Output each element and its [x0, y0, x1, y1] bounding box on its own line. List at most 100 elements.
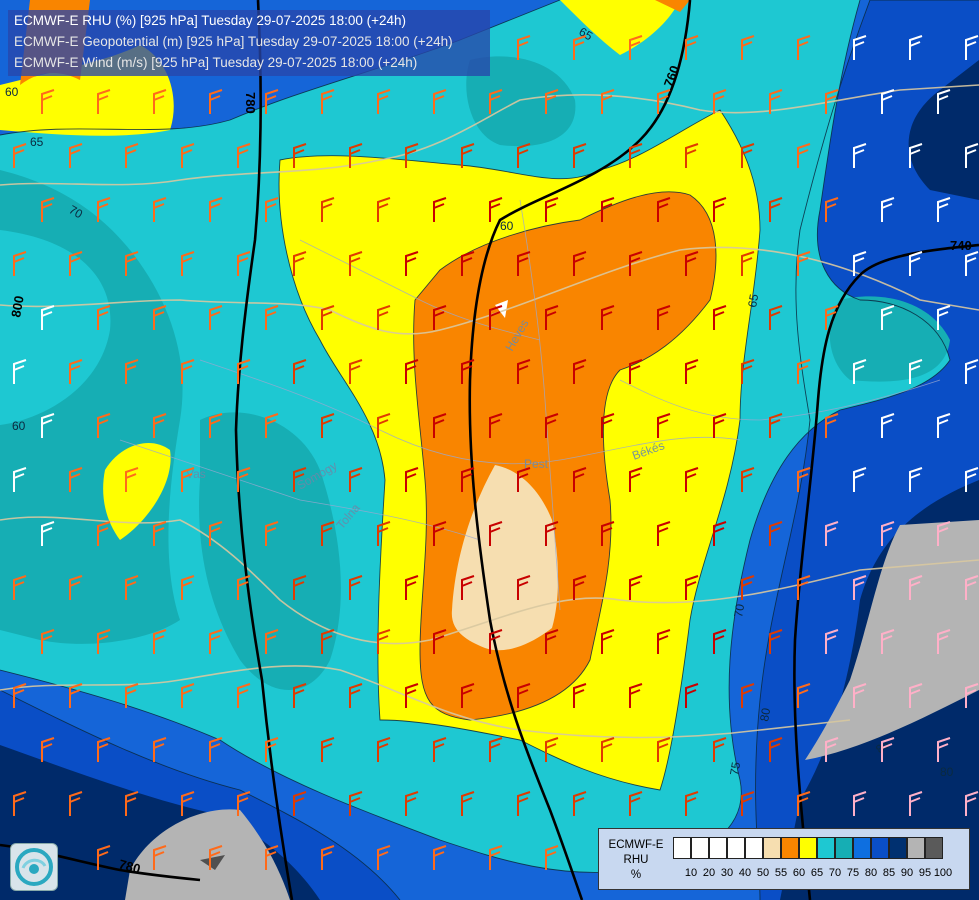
- wind-barb: [657, 197, 671, 222]
- legend-tick-label: 60: [792, 867, 806, 879]
- rh-legend: ECMWF-E RHU % 10 20 30 40 50 55 60 65 70 75 80 85 90…: [598, 828, 970, 890]
- wind-barb: [685, 251, 699, 276]
- wind-barb: [433, 521, 447, 546]
- wind-barb: [629, 575, 643, 600]
- wind-barb: [153, 197, 167, 222]
- legend-swatch: [889, 837, 907, 859]
- wind-barb: [573, 791, 587, 816]
- wind-barb: [545, 737, 559, 762]
- geo-label-760: 760: [661, 64, 683, 90]
- geo-label-740: 740: [950, 238, 972, 253]
- rh-label-65-top: 65: [577, 24, 596, 43]
- ecmwf-logo: [10, 843, 58, 891]
- wind-barb: [265, 521, 279, 546]
- wind-barb: [349, 251, 363, 276]
- wind-barb: [713, 521, 727, 546]
- wind-barb: [881, 197, 895, 222]
- wind-barb: [97, 89, 111, 114]
- wind-barb: [265, 305, 279, 330]
- legend-tick-label: 55: [774, 867, 788, 879]
- wind-barb: [769, 197, 783, 222]
- wind-barb: [97, 845, 111, 870]
- wind-barb: [797, 683, 811, 708]
- wind-barb: [797, 251, 811, 276]
- wind-barb: [237, 359, 251, 384]
- wind-barb: [181, 575, 195, 600]
- wind-barbs: [13, 35, 979, 870]
- wind-barb: [489, 737, 503, 762]
- title-wind: ECMWF-E Wind (m/s) [925 hPa] Tuesday 29-…: [14, 55, 418, 70]
- wind-barb: [657, 413, 671, 438]
- wind-barb: [713, 89, 727, 114]
- legend-swatch: [763, 837, 781, 859]
- wind-barb: [461, 143, 475, 168]
- wind-barb: [125, 143, 139, 168]
- wind-barb: [517, 143, 531, 168]
- wind-barb: [853, 791, 867, 816]
- wind-barb: [209, 89, 223, 114]
- wind-barb: [125, 575, 139, 600]
- title-panel: ECMWF-E RHU (%) [925 hPa] Tuesday 29-07-…: [8, 10, 490, 76]
- wind-barb: [797, 35, 811, 60]
- wind-barb: [293, 359, 307, 384]
- wind-barb: [573, 35, 587, 60]
- wind-barb: [629, 143, 643, 168]
- wind-barb: [713, 629, 727, 654]
- wind-barb: [601, 737, 615, 762]
- legend-tick-label: 40: [738, 867, 752, 879]
- wind-barb: [629, 35, 643, 60]
- wind-barb: [69, 143, 83, 168]
- wind-barb: [125, 251, 139, 276]
- wind-barb: [629, 791, 643, 816]
- wind-barb: [657, 521, 671, 546]
- legend-tick-label: 65: [810, 867, 824, 879]
- wind-barb: [853, 575, 867, 600]
- wind-barb: [685, 35, 699, 60]
- wind-barb: [405, 467, 419, 492]
- rh-label-60-left: 60: [12, 419, 26, 433]
- geo-label-780-top: 780: [243, 92, 258, 114]
- wind-barb: [265, 197, 279, 222]
- wind-barb: [545, 521, 559, 546]
- wind-barb: [321, 521, 335, 546]
- wind-barb: [769, 521, 783, 546]
- wind-barb: [965, 683, 979, 708]
- legend-swatch: [727, 837, 745, 859]
- wind-barb: [797, 143, 811, 168]
- wind-barb: [125, 683, 139, 708]
- wind-barb: [321, 197, 335, 222]
- wind-barb: [377, 89, 391, 114]
- wind-barb: [517, 683, 531, 708]
- wind-barb: [685, 359, 699, 384]
- wind-barb: [13, 467, 27, 492]
- geo-label-800: 800: [8, 295, 27, 319]
- wind-barb: [741, 35, 755, 60]
- legend-swatch: [781, 837, 799, 859]
- region-label-pest: Pest: [524, 457, 549, 471]
- wind-barb: [657, 89, 671, 114]
- wind-barb: [909, 467, 923, 492]
- wind-barb: [545, 89, 559, 114]
- legend-swatch: [817, 837, 835, 859]
- rh-label-60-center: 60: [500, 219, 514, 233]
- wind-barb: [377, 629, 391, 654]
- wind-barb: [965, 35, 979, 60]
- rh-label-80-right: 80: [940, 765, 954, 779]
- wind-barb: [237, 467, 251, 492]
- wind-barb: [629, 359, 643, 384]
- wind-barb: [517, 359, 531, 384]
- wind-barb: [489, 629, 503, 654]
- wind-barb: [97, 737, 111, 762]
- wind-barb: [573, 467, 587, 492]
- wind-barb: [13, 791, 27, 816]
- wind-barb: [405, 143, 419, 168]
- wind-barb: [209, 521, 223, 546]
- wind-barb: [909, 359, 923, 384]
- wind-barb: [601, 629, 615, 654]
- wind-barb: [713, 197, 727, 222]
- wind-barb: [69, 683, 83, 708]
- wind-barb: [797, 467, 811, 492]
- wind-barb: [545, 413, 559, 438]
- rh-label-70-right: 70: [731, 603, 747, 619]
- wind-barb: [41, 737, 55, 762]
